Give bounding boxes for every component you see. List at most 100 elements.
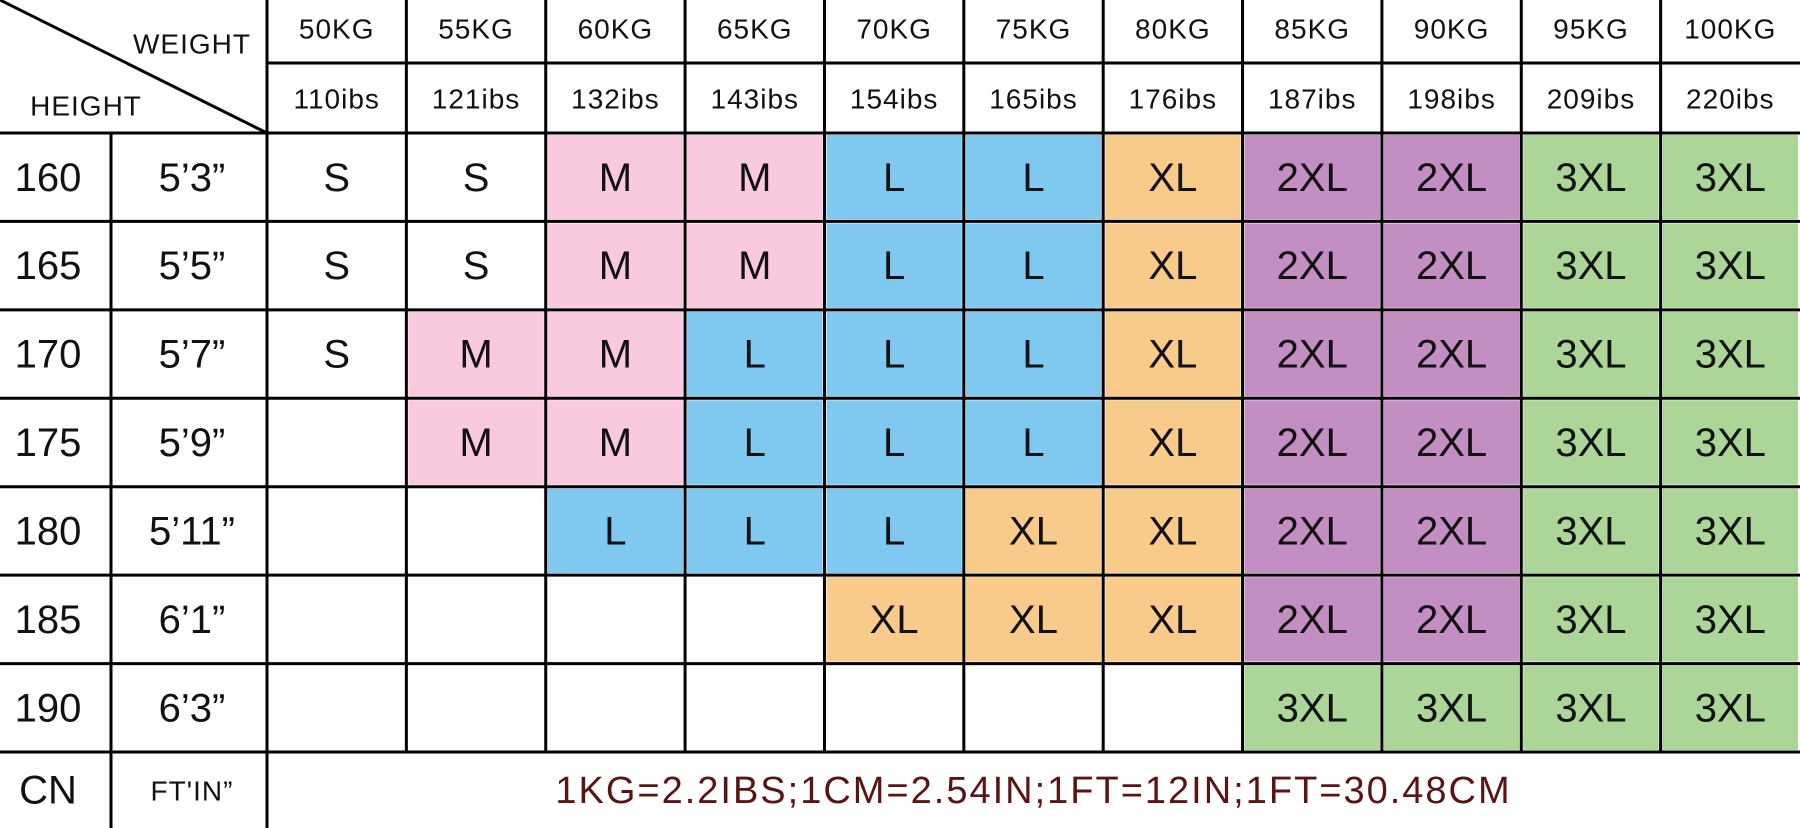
kg-label: 75KG — [996, 13, 1072, 44]
kg-label: 70KG — [856, 13, 932, 44]
height-ft: 6’3” — [159, 686, 226, 730]
size-fill — [687, 223, 823, 308]
size-cell: M — [599, 244, 632, 288]
size-fill — [1523, 400, 1659, 485]
kg-label: 100KG — [1684, 13, 1776, 44]
height-ft: 5’3” — [159, 156, 226, 200]
size-cell: XL — [870, 598, 919, 642]
size-fill — [1523, 135, 1659, 220]
size-fill — [1662, 665, 1798, 750]
size-fill — [1523, 311, 1659, 397]
size-cell: L — [883, 156, 905, 200]
size-cell: 2XL — [1277, 421, 1348, 465]
size-cell: 3XL — [1555, 421, 1626, 465]
size-cell: L — [1022, 333, 1044, 377]
lbs-label: 176ibs — [1129, 83, 1218, 114]
lbs-label: 220ibs — [1686, 83, 1775, 114]
size-cell: 3XL — [1555, 509, 1626, 553]
size-cell: S — [463, 244, 490, 288]
weight-label: WEIGHT — [133, 28, 251, 59]
size-cell: 2XL — [1277, 156, 1348, 200]
lbs-label: 165ibs — [989, 83, 1078, 114]
size-cell: L — [744, 333, 766, 377]
height-ft: 5’11” — [149, 509, 235, 553]
size-cell: 2XL — [1416, 156, 1487, 200]
size-fill — [1662, 400, 1798, 485]
size-fill — [1105, 311, 1241, 397]
size-cell: 2XL — [1277, 244, 1348, 288]
height-label: HEIGHT — [30, 90, 142, 121]
lbs-label: 121ibs — [432, 83, 521, 114]
size-cell: S — [323, 333, 350, 377]
size-fill — [1662, 135, 1798, 220]
size-fill — [547, 223, 684, 308]
size-fill — [1105, 577, 1241, 662]
size-fill — [1105, 400, 1241, 485]
size-cell: 3XL — [1695, 598, 1766, 642]
size-fill — [1383, 311, 1520, 397]
size-cell: XL — [1148, 598, 1197, 642]
lbs-label: 143ibs — [711, 83, 800, 114]
size-cell: 2XL — [1416, 244, 1487, 288]
size-fill — [408, 400, 544, 485]
size-fill — [826, 223, 962, 308]
size-fill — [965, 311, 1102, 397]
size-cell: L — [744, 509, 766, 553]
size-cell: 3XL — [1695, 333, 1766, 377]
size-cell: L — [883, 421, 905, 465]
kg-label: 50KG — [299, 13, 375, 44]
size-cell: XL — [1009, 509, 1058, 553]
size-fill — [1662, 488, 1798, 574]
footer-note: 1KG=2.2IBS;1CM=2.54IN;1FT=12IN;1FT=30.48… — [555, 770, 1511, 812]
size-cell: L — [744, 421, 766, 465]
lbs-label: 198ibs — [1407, 83, 1496, 114]
size-cell: 3XL — [1695, 509, 1766, 553]
size-fill — [965, 488, 1102, 574]
height-ft: 5’9” — [159, 421, 226, 465]
height-cm: 180 — [15, 509, 82, 553]
size-cell: L — [1022, 156, 1044, 200]
size-cell: M — [599, 421, 632, 465]
height-cm: 170 — [15, 333, 82, 377]
size-cell: 3XL — [1695, 156, 1766, 200]
size-fill — [965, 223, 1102, 308]
kg-label: 60KG — [578, 13, 654, 44]
size-fill — [547, 400, 684, 485]
size-cell: M — [599, 156, 632, 200]
size-cell: L — [604, 509, 626, 553]
size-cell: M — [738, 244, 771, 288]
size-cell: 3XL — [1416, 686, 1487, 730]
kg-label: 95KG — [1553, 13, 1629, 44]
size-fill — [826, 135, 962, 220]
size-fill — [1105, 488, 1241, 574]
height-cm: 160 — [15, 156, 82, 200]
size-cell: M — [459, 333, 492, 377]
size-cell: XL — [1148, 244, 1197, 288]
size-fill — [547, 135, 684, 220]
footer-cn: CN — [19, 769, 77, 813]
size-fill — [965, 400, 1102, 485]
size-fill — [1383, 135, 1520, 220]
height-cm: 190 — [15, 686, 82, 730]
size-fill — [826, 577, 962, 662]
height-cm: 165 — [15, 244, 82, 288]
size-fill — [1244, 400, 1380, 485]
lbs-label: 110ibs — [293, 83, 379, 114]
size-cell: 2XL — [1277, 333, 1348, 377]
height-ft: 5’5” — [159, 244, 226, 288]
size-cell: 3XL — [1695, 244, 1766, 288]
size-cell: S — [323, 156, 350, 200]
size-cell: 3XL — [1277, 686, 1348, 730]
size-fill — [1105, 223, 1241, 308]
size-cell: L — [883, 509, 905, 553]
size-fill — [826, 488, 962, 574]
lbs-label: 154ibs — [850, 83, 939, 114]
size-fill — [1383, 223, 1520, 308]
lbs-label: 132ibs — [571, 83, 660, 114]
size-fill — [1244, 311, 1380, 397]
size-fill — [1383, 577, 1520, 662]
size-cell: 2XL — [1416, 333, 1487, 377]
size-cell: S — [323, 244, 350, 288]
size-fill — [1523, 223, 1659, 308]
